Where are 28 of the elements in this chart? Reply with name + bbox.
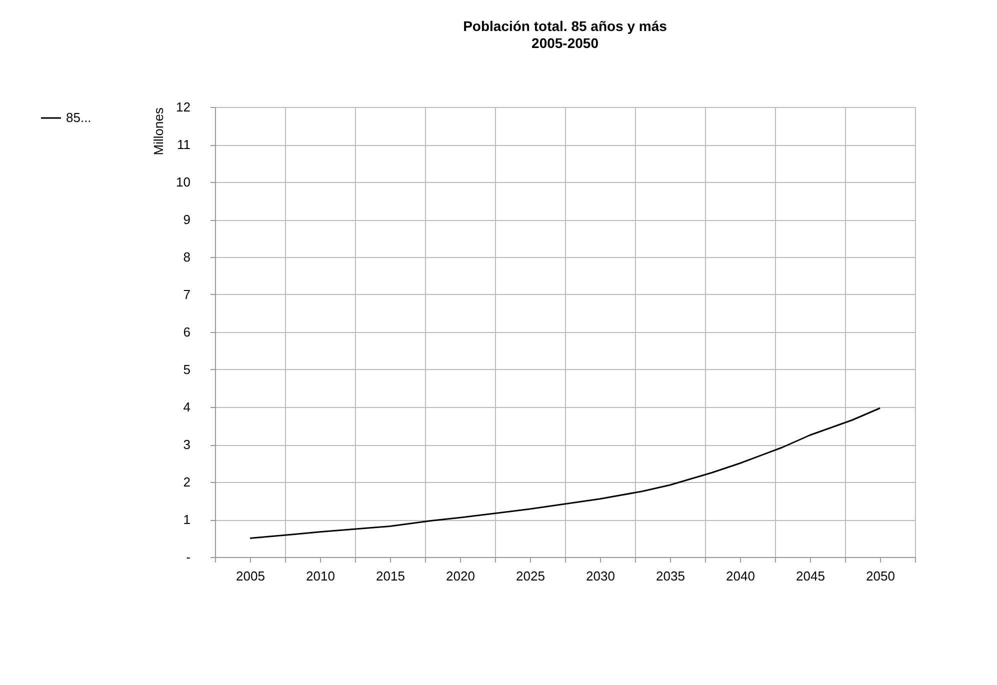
y-tick-label: 10	[176, 174, 190, 190]
x-tick-label: 2020	[446, 568, 475, 584]
y-tick-label: 8	[183, 250, 190, 264]
x-tick-label: 2045	[796, 568, 825, 584]
x-tick-label: 2050	[866, 568, 895, 584]
x-tick-label: 2030	[586, 568, 615, 584]
y-tick-label: 9	[183, 212, 190, 227]
x-tick-label: 2035	[656, 568, 685, 584]
y-tick-label: 12	[176, 100, 190, 114]
chart-subtitle: 2005-2050	[532, 35, 599, 51]
y-tick-label: 1	[183, 512, 190, 527]
y-tick-label: -	[186, 550, 190, 564]
chart-title: Población total. 85 años y más	[463, 18, 668, 34]
y-tick-label: 7	[183, 287, 190, 302]
line-series	[249, 407, 881, 539]
y-tick-label: 11	[177, 137, 190, 152]
y-tick-label: 3	[183, 437, 190, 452]
y-axis-title: Millones	[151, 107, 166, 156]
y-tick-label: 4	[183, 400, 190, 414]
x-tick-label: 2015	[376, 568, 405, 584]
x-tick-label: 2005	[236, 568, 265, 584]
y-tick-label: 5	[183, 362, 190, 377]
x-tick-label: 2010	[306, 568, 335, 584]
y-tick-label: 6	[183, 324, 190, 340]
x-tick-label: 2040	[726, 568, 755, 584]
legend-label: 85...	[66, 110, 92, 125]
x-tick-label: 2025	[516, 568, 545, 584]
y-tick-label: 2	[183, 474, 190, 490]
